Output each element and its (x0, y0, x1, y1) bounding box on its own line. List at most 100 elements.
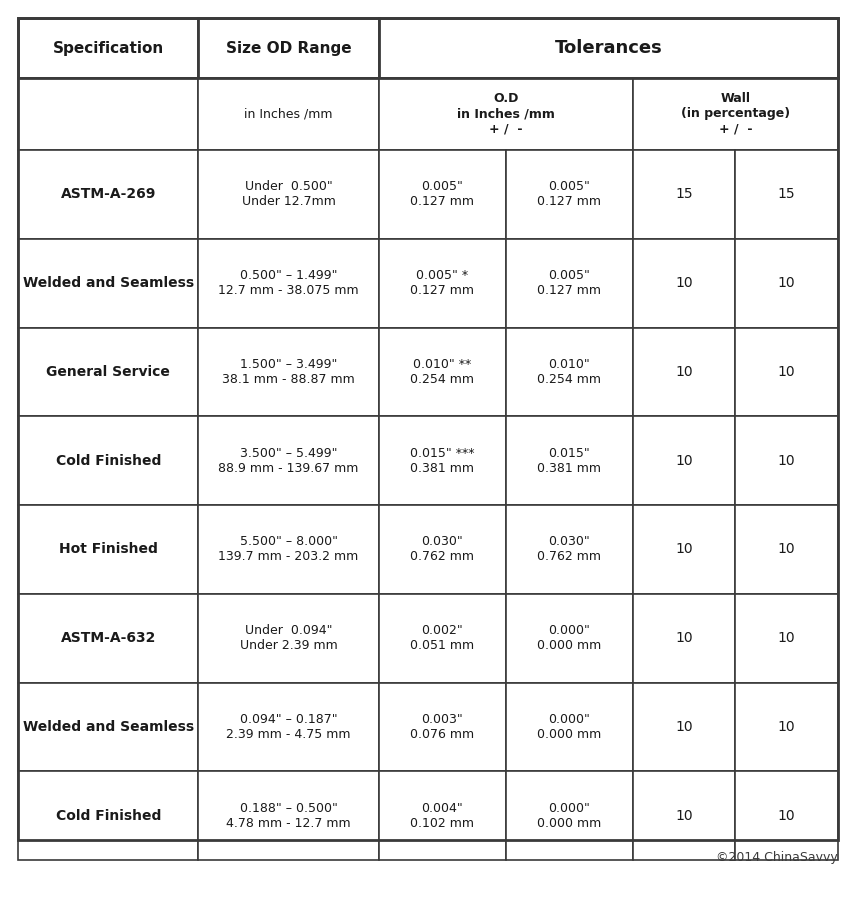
Bar (18, 18, 199, 78)
Bar (633, 239, 735, 327)
Text: Cold Finished: Cold Finished (56, 808, 161, 823)
Text: Specification: Specification (52, 41, 163, 56)
Bar (18, 239, 199, 327)
Text: 0.005"
0.127 mm: 0.005" 0.127 mm (538, 269, 602, 297)
Text: 1.500" – 3.499"
38.1 mm - 88.87 mm: 1.500" – 3.499" 38.1 mm - 88.87 mm (223, 358, 355, 386)
Text: in Inches /mm: in Inches /mm (244, 107, 333, 121)
Text: 0.000"
0.000 mm: 0.000" 0.000 mm (538, 713, 602, 741)
Bar (379, 150, 506, 239)
Bar (379, 505, 506, 594)
Bar (379, 78, 633, 150)
Text: 10: 10 (778, 276, 795, 290)
Bar (735, 150, 838, 239)
Text: Under  0.500"
Under 12.7mm: Under 0.500" Under 12.7mm (241, 180, 336, 208)
Bar (506, 150, 633, 239)
Bar (506, 239, 633, 327)
Text: 0.000"
0.000 mm: 0.000" 0.000 mm (538, 624, 602, 652)
Text: 0.010"
0.254 mm: 0.010" 0.254 mm (538, 358, 602, 386)
Text: 15: 15 (778, 188, 795, 201)
Text: 10: 10 (778, 808, 795, 823)
Bar (199, 505, 379, 594)
Text: Wall
(in percentage)
+ /  -: Wall (in percentage) + / - (681, 93, 790, 135)
Text: 0.015" ***
0.381 mm: 0.015" *** 0.381 mm (410, 446, 474, 474)
Text: 0.030"
0.762 mm: 0.030" 0.762 mm (410, 536, 474, 564)
Bar (633, 771, 735, 860)
Text: General Service: General Service (46, 365, 170, 379)
Bar (199, 771, 379, 860)
Text: Welded and Seamless: Welded and Seamless (22, 276, 193, 290)
Text: 0.030"
0.762 mm: 0.030" 0.762 mm (538, 536, 602, 564)
Text: Hot Finished: Hot Finished (59, 542, 158, 557)
Text: Welded and Seamless: Welded and Seamless (22, 720, 193, 734)
Bar (633, 78, 838, 150)
Text: 0.002"
0.051 mm: 0.002" 0.051 mm (410, 624, 474, 652)
Text: 10: 10 (778, 454, 795, 467)
Bar (633, 505, 735, 594)
Text: 0.010" **
0.254 mm: 0.010" ** 0.254 mm (410, 358, 474, 386)
Text: 10: 10 (675, 365, 693, 379)
Bar (633, 327, 735, 416)
Bar (506, 505, 633, 594)
Bar (379, 771, 506, 860)
Bar (199, 594, 379, 683)
Text: 0.015"
0.381 mm: 0.015" 0.381 mm (538, 446, 602, 474)
Text: 0.005" *
0.127 mm: 0.005" * 0.127 mm (410, 269, 474, 297)
Bar (735, 771, 838, 860)
Text: Cold Finished: Cold Finished (56, 454, 161, 467)
Text: 10: 10 (675, 808, 693, 823)
Text: 10: 10 (778, 542, 795, 557)
Bar (506, 683, 633, 771)
Bar (633, 683, 735, 771)
Bar (379, 239, 506, 327)
Bar (506, 771, 633, 860)
Text: 10: 10 (778, 720, 795, 734)
Text: 0.005"
0.127 mm: 0.005" 0.127 mm (410, 180, 474, 208)
Bar (18, 78, 199, 150)
Bar (735, 239, 838, 327)
Text: 0.500" – 1.499"
12.7 mm - 38.075 mm: 0.500" – 1.499" 12.7 mm - 38.075 mm (218, 269, 359, 297)
Text: 10: 10 (675, 542, 693, 557)
Bar (199, 150, 379, 239)
Bar (199, 683, 379, 771)
Text: 10: 10 (778, 365, 795, 379)
Bar (633, 416, 735, 505)
Bar (379, 327, 506, 416)
Bar (506, 327, 633, 416)
Text: 0.000"
0.000 mm: 0.000" 0.000 mm (538, 802, 602, 830)
Bar (379, 683, 506, 771)
Bar (379, 18, 838, 78)
Bar (199, 416, 379, 505)
Text: Size OD Range: Size OD Range (226, 41, 352, 56)
Bar (18, 505, 199, 594)
Text: O.D
in Inches /mm
+ /  -: O.D in Inches /mm + / - (457, 93, 555, 135)
Text: ©2014 ChinaSavvy: ©2014 ChinaSavvy (716, 851, 838, 864)
Text: 0.004"
0.102 mm: 0.004" 0.102 mm (410, 802, 474, 830)
Bar (379, 594, 506, 683)
Text: 10: 10 (675, 720, 693, 734)
Text: 5.500" – 8.000"
139.7 mm - 203.2 mm: 5.500" – 8.000" 139.7 mm - 203.2 mm (218, 536, 359, 564)
Text: 10: 10 (778, 631, 795, 645)
Bar (199, 327, 379, 416)
Bar (735, 683, 838, 771)
Bar (18, 416, 199, 505)
Text: 10: 10 (675, 454, 693, 467)
Text: 0.005"
0.127 mm: 0.005" 0.127 mm (538, 180, 602, 208)
Bar (18, 327, 199, 416)
Bar (735, 416, 838, 505)
Bar (506, 416, 633, 505)
Bar (633, 594, 735, 683)
Bar (199, 18, 379, 78)
Bar (735, 505, 838, 594)
Bar (18, 150, 199, 239)
Bar (735, 594, 838, 683)
Text: 10: 10 (675, 631, 693, 645)
Bar (18, 683, 199, 771)
Bar (735, 327, 838, 416)
Bar (18, 594, 199, 683)
Text: ASTM-A-632: ASTM-A-632 (61, 631, 156, 645)
Bar (379, 416, 506, 505)
Text: 15: 15 (675, 188, 693, 201)
Bar (199, 78, 379, 150)
Text: 0.094" – 0.187"
2.39 mm - 4.75 mm: 0.094" – 0.187" 2.39 mm - 4.75 mm (226, 713, 351, 741)
Text: Tolerances: Tolerances (555, 39, 663, 57)
